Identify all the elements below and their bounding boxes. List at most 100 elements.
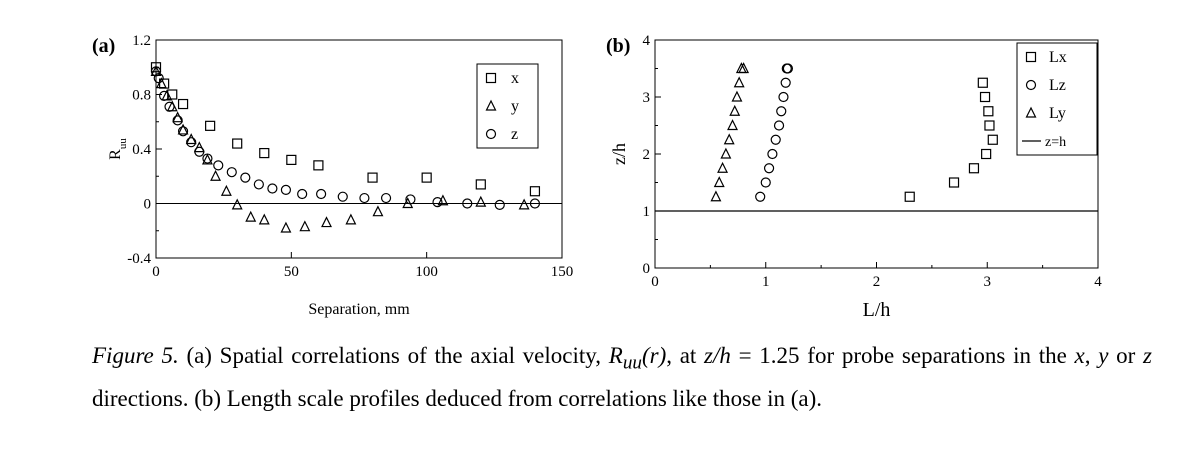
data-point-z (194, 146, 205, 157)
series-Ly (710, 62, 750, 202)
data-point-Ly (717, 161, 729, 173)
caption-text-c: for probe separations in the (799, 343, 1075, 368)
data-point-x (313, 160, 324, 171)
data-point-z (202, 153, 213, 164)
data-point-y (372, 205, 384, 217)
y-tick-label: 0 (643, 261, 651, 277)
y-tick-label: 0 (144, 197, 152, 213)
caption-math-y: y (1098, 343, 1109, 368)
legend: Lx Lz Ly z=h (1016, 42, 1098, 156)
data-point-Ly (710, 190, 722, 202)
x-tick-label: 50 (284, 264, 299, 280)
data-point-y (475, 195, 487, 207)
data-point-Ly (727, 119, 738, 131)
data-point-z (359, 192, 370, 204)
caption-text-a: (a) Spatial correlations of the axial ve… (178, 343, 609, 368)
legend-marker-y (485, 99, 497, 111)
data-point-y (518, 198, 530, 210)
y-tick-label: 3 (643, 90, 651, 106)
data-point-z (253, 179, 264, 190)
data-point-z (186, 137, 197, 148)
data-point-Ly (729, 104, 741, 116)
data-point-z (159, 90, 170, 101)
data-point-Lz (770, 134, 781, 145)
figure-caption: Figure 5. (a) Spatial correlations of th… (92, 338, 1152, 416)
data-point-Lz (778, 91, 789, 103)
data-point-x (177, 98, 189, 110)
legend: xyz (476, 63, 539, 149)
data-point-z (316, 188, 327, 200)
y-axis-title: Ruu (107, 138, 129, 160)
x-tick-label: 1 (762, 274, 770, 290)
legend-marker-x (485, 72, 497, 84)
y-axis-title-subscript: uu (117, 138, 129, 150)
data-point-z (432, 197, 443, 208)
x-tick-label: 0 (152, 264, 160, 280)
data-point-Lx (968, 163, 980, 174)
data-point-z (213, 160, 224, 171)
y-tick-label: -0.4 (127, 251, 151, 267)
caption-math-r: R (608, 343, 623, 368)
data-point-y (210, 169, 222, 181)
caption-math-eq: = 1.25 (730, 343, 800, 368)
x-tick-label: 3 (984, 274, 992, 290)
legend-label-Lz: Lz (1049, 77, 1066, 94)
legend-label-x: x (511, 70, 519, 87)
data-point-x (529, 186, 541, 197)
data-point-y (201, 153, 213, 165)
data-point-x (475, 179, 486, 190)
data-point-Lz (755, 191, 766, 202)
panel-b: 0 1 2 3 4 0 1 2 3 4 L/h z/h (b) Lx Lz Ly z=h (606, 33, 1102, 321)
data-point-y (402, 197, 414, 209)
data-point-z (405, 194, 416, 205)
x-tick-label: 2 (873, 274, 881, 290)
data-point-Ly (720, 147, 732, 159)
data-point-Lz (773, 120, 785, 131)
data-point-Lx (948, 177, 960, 188)
x-tick-label: 0 (651, 274, 659, 290)
data-point-Lz (763, 163, 775, 174)
data-point-y (345, 213, 357, 225)
data-point-y (231, 198, 243, 210)
data-point-z (240, 172, 251, 183)
data-point-z (267, 183, 278, 194)
data-point-Ly (723, 133, 735, 145)
series-Lx (904, 77, 998, 202)
data-point-z (226, 167, 237, 178)
data-point-y (321, 216, 332, 228)
data-point-Ly (731, 90, 743, 102)
data-point-z (529, 198, 541, 209)
data-point-Lx (977, 77, 988, 88)
data-point-z (164, 101, 175, 112)
data-point-z (177, 126, 189, 137)
data-point-x (232, 138, 243, 149)
data-point-z (280, 184, 292, 195)
y-tick-label: 2 (643, 147, 651, 163)
data-point-z (494, 199, 505, 210)
y-axis-title: z/h (609, 143, 629, 165)
caption-math-zh: z/h (704, 343, 731, 368)
data-point-Lx (987, 134, 998, 145)
data-point-Lx (979, 91, 991, 103)
y-tick-label: 1.2 (132, 33, 151, 49)
data-point-Lx (984, 120, 995, 131)
data-point-z (462, 198, 473, 209)
y-tick-label: 4 (643, 33, 651, 49)
data-point-z (153, 73, 164, 84)
legend-box (476, 63, 539, 149)
data-point-y (185, 133, 197, 145)
y-tick-label: 1 (643, 204, 651, 220)
data-point-Lx (981, 148, 992, 160)
data-point-Ly (733, 76, 745, 88)
data-point-x (150, 62, 162, 73)
data-point-y (280, 221, 292, 233)
caption-text-b: , at (666, 343, 705, 368)
data-point-y (258, 213, 270, 225)
data-point-z (172, 115, 183, 126)
data-point-y (245, 210, 257, 222)
caption-math-x: x (1074, 343, 1085, 368)
data-point-x (367, 172, 378, 183)
data-point-z (297, 188, 308, 200)
caption-sep1: , (1084, 343, 1099, 368)
